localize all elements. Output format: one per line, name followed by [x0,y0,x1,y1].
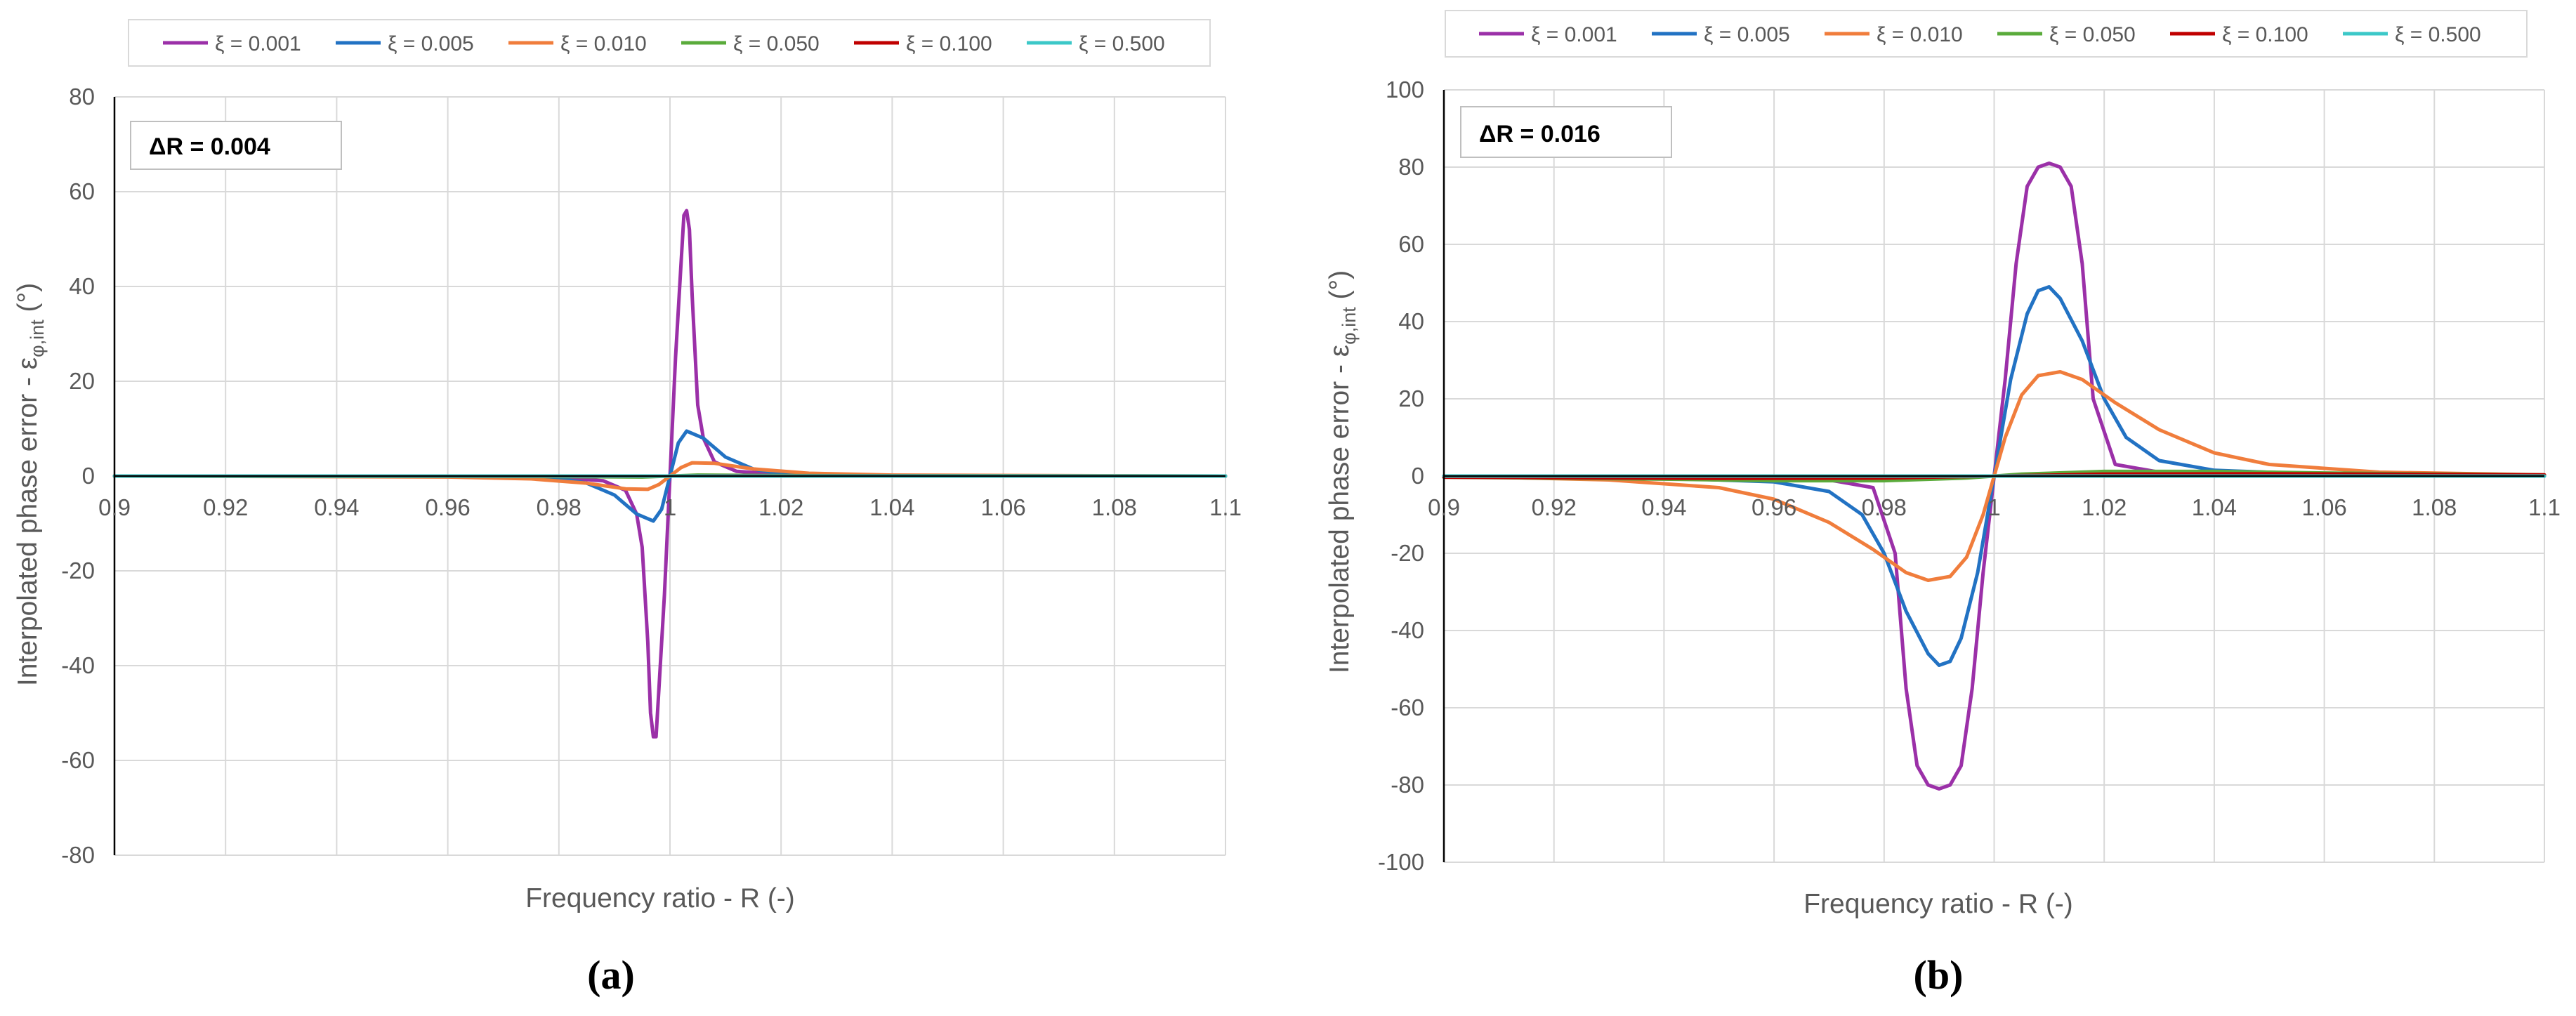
y-axis-label: Interpolated phase error - εφ,int (°) [13,283,48,686]
x-tick-label: 1.1 [2528,494,2561,520]
y-tick-label: -20 [1391,540,1424,566]
x-tick-label: 1.04 [869,494,914,520]
y-tick-label: -100 [1378,849,1424,875]
x-tick-label: 1 [664,494,676,520]
annotation-label: ΔR = 0.004 [149,133,270,160]
y-tick-label: -40 [61,652,95,678]
annotation-label: ΔR = 0.016 [1479,121,1601,147]
y-tick-label: 60 [1398,231,1424,257]
y-tick-label: -20 [61,558,95,583]
x-tick-label: 1.02 [2082,494,2127,520]
legend-label: ξ = 0.050 [2049,23,2136,46]
chart-panel-a: 80 60 40 20 0 -20 -40 -60 -80 0.9 0.92 0.94 0.96 0.98… [13,19,1242,998]
x-tick-label: 0.94 [314,494,359,520]
y-tick-label: 100 [1386,77,1424,103]
y-axis-label: Interpolated phase error - εφ,int (°) [1325,270,1360,673]
y-tick-label: 0 [82,463,95,489]
x-tick-label: 0.98 [1862,494,1907,520]
y-tick-label: 40 [1398,308,1424,334]
x-tick-label: 0.94 [1641,494,1686,520]
y-tick-label: 80 [69,84,95,110]
x-tick-label: 0.92 [203,494,248,520]
y-tick-label: -80 [61,842,95,868]
legend-label: ξ = 0.005 [1704,23,1790,46]
legend-label: ξ = 0.500 [2395,23,2481,46]
y-tick-label: 60 [69,178,95,204]
x-tick-label: 0.98 [537,494,581,520]
legend-label: ξ = 0.500 [1079,32,1165,55]
y-tick-label: -60 [1391,694,1424,720]
annotation-box [130,121,342,170]
x-tick-label: 1.06 [980,494,1025,520]
legend-label: ξ = 0.010 [1877,23,1963,46]
legend-label: ξ = 0.010 [560,32,647,55]
legend-label: ξ = 0.001 [1531,23,1617,46]
y-tick-label: -80 [1391,772,1424,798]
x-tick-label: 0.9 [98,494,131,520]
y-tick-label: -60 [61,747,95,773]
x-tick-label: 1.06 [2301,494,2346,520]
x-axis-label: Frequency ratio - R (-) [525,883,795,913]
y-tick-label: -40 [1391,617,1424,643]
x-tick-label: 1 [1987,494,2000,520]
y-tick-label: 40 [69,273,95,299]
x-tick-label: 1.02 [758,494,803,520]
x-tick-label: 1.08 [1092,494,1137,520]
x-axis-label: Frequency ratio - R (-) [1803,889,2073,919]
x-tick-label: 1.1 [1209,494,1242,520]
legend-label: ξ = 0.100 [2222,23,2308,46]
panel-label: (b) [1914,952,1964,998]
x-tick-label: 1.08 [2412,494,2457,520]
y-tick-label: 80 [1398,154,1424,180]
y-tick-label: 20 [69,368,95,394]
x-tick-label: 1.04 [2192,494,2237,520]
annotation-box [1460,106,1672,158]
legend-label: ξ = 0.050 [733,32,820,55]
x-tick-label: 0.9 [1428,494,1460,520]
x-tick-label: 0.96 [1752,494,1796,520]
y-tick-label: 20 [1398,385,1424,411]
legend-label: ξ = 0.005 [388,32,474,55]
legend-label: ξ = 0.001 [215,32,301,55]
y-tick-label: 0 [1412,463,1424,489]
x-tick-label: 0.96 [425,494,470,520]
x-tick-label: 0.92 [1532,494,1577,520]
chart-panel-b: 100 80 60 40 20 0 -20 -40 -60 -80 -100 0.9 0.92 0.94 0… [1325,10,2561,998]
legend-label: ξ = 0.100 [906,32,992,55]
panel-label: (a) [587,952,635,998]
